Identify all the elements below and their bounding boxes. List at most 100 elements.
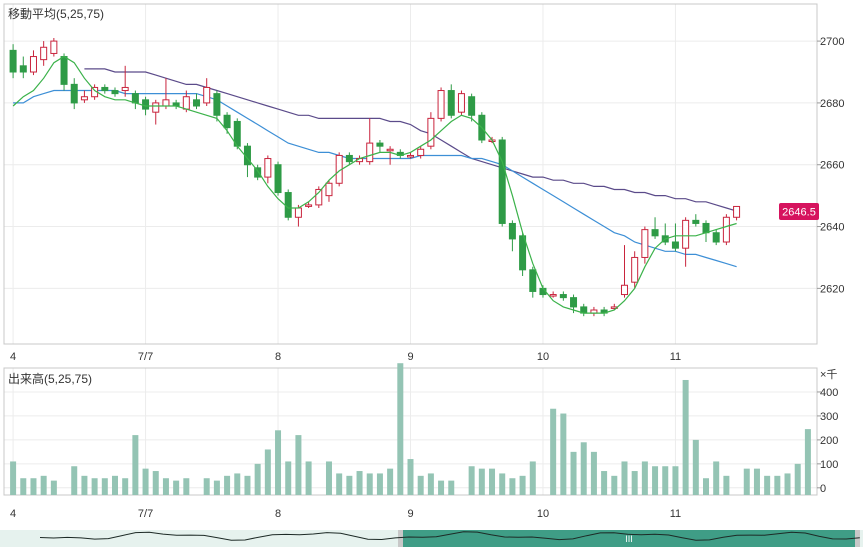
volume-bar[interactable]: [203, 478, 210, 495]
volume-bar[interactable]: [499, 473, 506, 495]
candle-body[interactable]: [437, 90, 445, 119]
volume-bar[interactable]: [264, 449, 271, 495]
candle-body[interactable]: [315, 188, 323, 206]
candle-body[interactable]: [417, 148, 425, 156]
volume-bar[interactable]: [529, 461, 536, 495]
candle-body[interactable]: [121, 86, 129, 92]
volume-bar[interactable]: [448, 480, 455, 495]
volume-bar[interactable]: [275, 430, 282, 495]
candle-body[interactable]: [50, 40, 58, 54]
candle-body[interactable]: [162, 99, 170, 107]
navigator-handle[interactable]: III: [625, 534, 633, 544]
candle-body[interactable]: [702, 222, 710, 234]
candle-body[interactable]: [70, 83, 78, 104]
volume-bar[interactable]: [784, 473, 791, 495]
volume-bar[interactable]: [713, 461, 720, 495]
candle-body[interactable]: [60, 56, 68, 85]
candle-body[interactable]: [9, 49, 17, 73]
volume-bar[interactable]: [152, 471, 159, 495]
candle-body[interactable]: [570, 297, 578, 308]
candle-body[interactable]: [376, 142, 384, 147]
volume-bar[interactable]: [743, 468, 750, 495]
candle-body[interactable]: [40, 46, 48, 61]
volume-bar[interactable]: [10, 461, 17, 495]
volume-bar[interactable]: [753, 468, 760, 495]
candle-body[interactable]: [366, 142, 374, 163]
candle-body[interactable]: [325, 182, 333, 197]
volume-bar[interactable]: [366, 473, 373, 495]
candle-body[interactable]: [29, 56, 37, 73]
volume-bar[interactable]: [213, 480, 220, 495]
volume-bar[interactable]: [692, 439, 699, 495]
volume-bar[interactable]: [397, 363, 404, 495]
candle-body[interactable]: [203, 86, 211, 104]
volume-bar[interactable]: [254, 463, 261, 495]
candle-body[interactable]: [274, 164, 282, 194]
candle-body[interactable]: [254, 167, 262, 178]
volume-bar[interactable]: [173, 480, 180, 495]
candle-body[interactable]: [152, 102, 160, 113]
volume-bar[interactable]: [122, 478, 129, 495]
candle-body[interactable]: [284, 192, 292, 218]
candle-body[interactable]: [407, 154, 414, 158]
candle-body[interactable]: [529, 269, 537, 292]
volume-bar[interactable]: [132, 435, 139, 495]
candle-body[interactable]: [692, 219, 700, 224]
candle-body[interactable]: [142, 99, 150, 110]
candle-body[interactable]: [182, 96, 190, 110]
volume-bar[interactable]: [438, 480, 445, 495]
volume-bar[interactable]: [478, 468, 485, 495]
volume-bar[interactable]: [376, 473, 383, 495]
volume-bar[interactable]: [794, 463, 801, 495]
candle-body[interactable]: [712, 232, 720, 243]
volume-bar[interactable]: [20, 478, 27, 495]
volume-bar[interactable]: [244, 475, 251, 495]
candle-body[interactable]: [671, 241, 679, 249]
volume-bar[interactable]: [601, 471, 608, 495]
candle-body[interactable]: [131, 93, 139, 104]
volume-bar[interactable]: [580, 442, 587, 495]
candle-body[interactable]: [641, 229, 649, 258]
volume-bar[interactable]: [325, 461, 332, 495]
navigator-selected-range[interactable]: [403, 530, 855, 547]
volume-bar[interactable]: [295, 435, 302, 495]
candle-body[interactable]: [101, 86, 109, 92]
candle-body[interactable]: [447, 90, 455, 116]
volume-bar[interactable]: [621, 461, 628, 495]
candle-body[interactable]: [80, 96, 88, 101]
volume-bar[interactable]: [407, 459, 414, 495]
volume-bar[interactable]: [570, 451, 577, 495]
navigator-right-grip[interactable]: [855, 530, 860, 547]
candle-body[interactable]: [733, 205, 741, 218]
volume-bar[interactable]: [91, 478, 98, 495]
volume-bar[interactable]: [285, 461, 292, 495]
candle-body[interactable]: [294, 207, 302, 218]
candle-body[interactable]: [264, 158, 272, 178]
candle-body[interactable]: [519, 235, 527, 271]
volume-bar[interactable]: [723, 475, 730, 495]
candle-body[interactable]: [345, 154, 353, 163]
candle-body[interactable]: [722, 216, 730, 243]
volume-bar[interactable]: [305, 461, 312, 495]
volume-bar[interactable]: [560, 413, 567, 495]
volume-bar[interactable]: [183, 478, 190, 495]
volume-bar[interactable]: [234, 473, 241, 495]
volume-bar[interactable]: [641, 461, 648, 495]
volume-bar[interactable]: [71, 466, 78, 495]
volume-bar[interactable]: [764, 475, 771, 495]
volume-bar[interactable]: [804, 429, 811, 495]
candle-body[interactable]: [386, 148, 394, 152]
range-navigator[interactable]: III: [0, 530, 863, 547]
candle-body[interactable]: [193, 99, 201, 107]
volume-bar[interactable]: [346, 475, 353, 495]
volume-bar[interactable]: [611, 475, 618, 495]
volume-bar[interactable]: [774, 475, 781, 495]
candle-body[interactable]: [651, 229, 659, 237]
volume-bar[interactable]: [652, 466, 659, 495]
candle-body[interactable]: [223, 114, 231, 129]
volume-bar[interactable]: [417, 475, 424, 495]
volume-bar[interactable]: [703, 478, 710, 495]
volume-bar[interactable]: [387, 468, 394, 495]
volume-bar[interactable]: [81, 475, 88, 495]
candles-group[interactable]: [9, 38, 741, 317]
